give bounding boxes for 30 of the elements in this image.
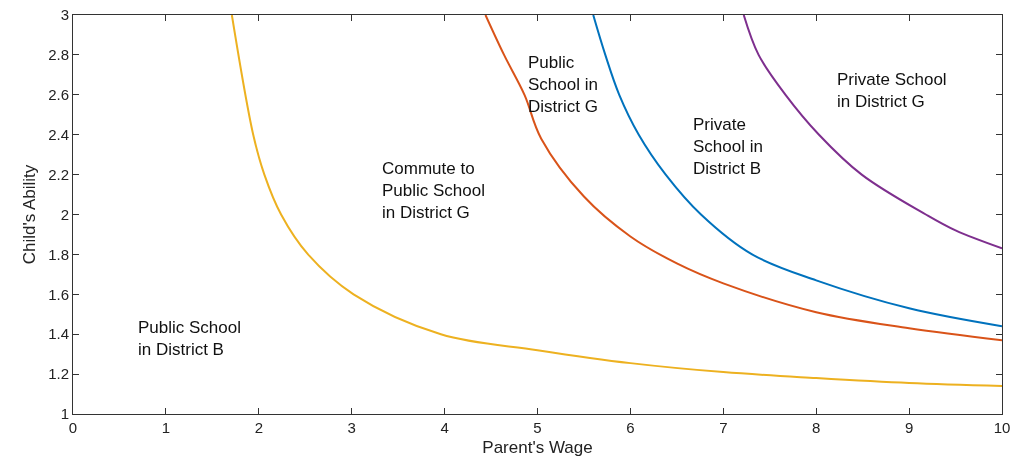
annotation: Commute to Public School in District G [382, 159, 486, 223]
x-tick-label: 4 [440, 419, 449, 436]
y-tick-label: 2 [60, 205, 69, 223]
x-tick-label: 7 [719, 419, 728, 436]
x-tick-label: 5 [533, 419, 542, 436]
x-axis-title: Parent's Wage [482, 438, 593, 458]
y-tick-label: 1.8 [48, 245, 69, 263]
y-tick-label: 1.6 [48, 285, 69, 303]
x-tick-label: 0 [68, 419, 78, 436]
annotation: Public School in District B [138, 318, 242, 360]
x-tick-label: 2 [254, 419, 263, 436]
y-tick-label: 1.2 [48, 365, 69, 383]
y-tick-label: 2.8 [48, 46, 69, 64]
line-series [484, 15, 1002, 342]
y-tick-label: 1.4 [48, 325, 69, 343]
y-tick-label: 2.4 [48, 125, 69, 143]
annotation: Private School in District B [693, 115, 763, 179]
y-tick-label: 2.6 [48, 86, 69, 104]
y-axis-title: Child's Ability [19, 164, 39, 265]
x-tick-label: 10 [993, 419, 1011, 436]
annotation: Public School in District G [528, 53, 598, 117]
y-tick-label: 1 [60, 405, 69, 423]
x-tick-label: 3 [347, 419, 356, 436]
x-tick-label: 9 [904, 419, 914, 436]
x-tick-label: 6 [626, 419, 635, 436]
annotation: Private School in District G [837, 70, 947, 112]
x-tick-label: 8 [812, 419, 821, 436]
x-tick-label: 1 [161, 419, 171, 436]
y-tick-label: 2.2 [48, 165, 69, 183]
y-tick-label: 3 [60, 6, 69, 24]
